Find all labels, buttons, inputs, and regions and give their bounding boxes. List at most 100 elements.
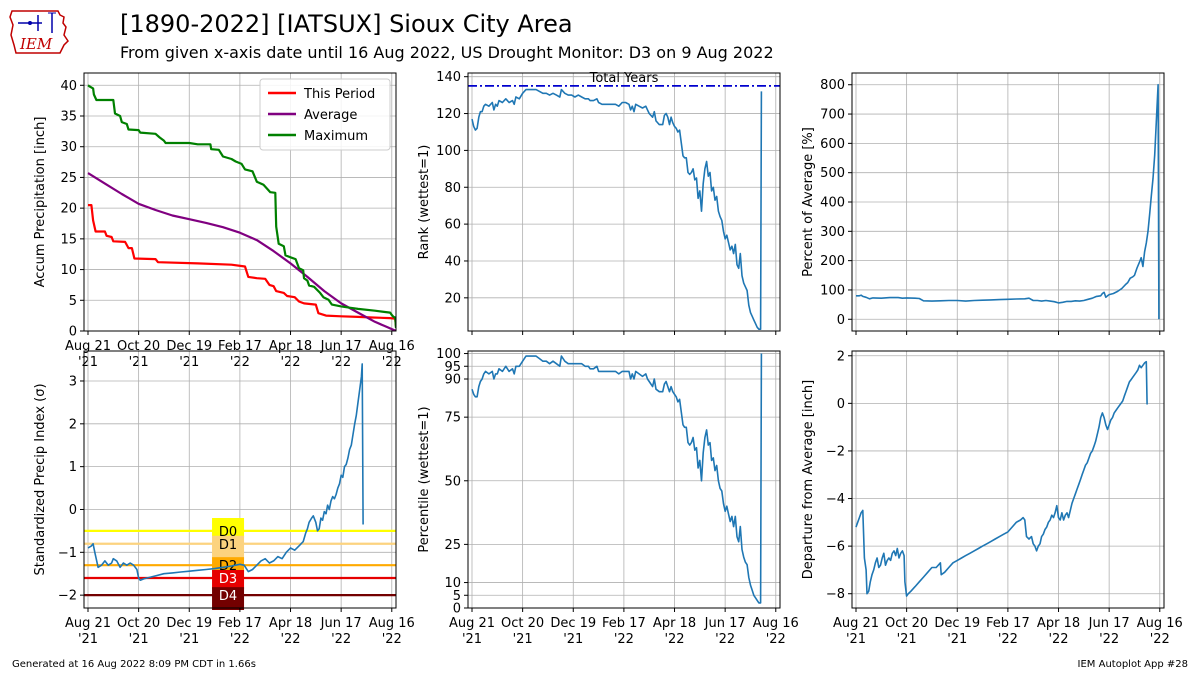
x-tick-label-year: '22	[280, 632, 300, 647]
svg-text:IEM: IEM	[19, 35, 53, 53]
x-tick-label: Aug 21	[65, 339, 111, 354]
x-tick-label: Apr 18	[269, 616, 312, 631]
series-group	[856, 83, 1160, 320]
series-line-this-period	[88, 204, 396, 327]
x-tick-label: Dec 19	[550, 616, 596, 631]
y-tick-label: 15	[60, 232, 77, 247]
y-tick-label: 60	[444, 218, 461, 233]
x-tick-label-year: '22	[230, 632, 250, 647]
x-tick-label-year: '21	[462, 632, 482, 647]
series-line-1	[856, 83, 1160, 320]
y-tick-label: −2	[58, 589, 77, 604]
x-tick-label: Oct 20	[117, 339, 160, 354]
x-tick-label: Aug 16	[369, 339, 415, 354]
total-years-annotation: Total Years	[589, 71, 659, 86]
generated-timestamp: Generated at 16 Aug 2022 8:09 PM CDT in …	[12, 659, 256, 670]
x-tick-label: Apr 18	[1037, 616, 1080, 631]
y-tick-label: 0	[453, 602, 461, 617]
legend-label: Average	[304, 108, 357, 123]
y-tick-label: 400	[820, 196, 845, 211]
x-tick-label-year: '22	[1048, 632, 1068, 647]
x-tick-label: Jun 17	[1088, 616, 1130, 631]
x-tick-label-year: '22	[664, 632, 684, 647]
x-tick-label-year: '21	[513, 632, 533, 647]
x-tick-label: Aug 16	[1137, 616, 1183, 631]
series-line-average	[87, 172, 396, 331]
drought-box-d0	[212, 518, 245, 538]
x-tick-label: Dec 19	[934, 616, 980, 631]
y-tick-label: 600	[820, 137, 845, 152]
y-tick-label: 40	[444, 254, 461, 269]
x-tick-label: Oct 20	[117, 616, 160, 631]
x-tick-label: Jun 17	[320, 339, 362, 354]
chart-panel-3: 0 100 200 300 400 500 600 700 800 Percent of Aver…	[801, 72, 1165, 335]
series-line-1	[471, 353, 763, 604]
y-tick-label: 100	[436, 347, 461, 362]
y-tick-label: 0	[69, 503, 77, 518]
legend-label: This Period	[303, 87, 375, 102]
y-tick-label: 800	[820, 78, 845, 93]
y-axis-label: Standardized Precip Index (σ)	[33, 383, 48, 575]
y-tick-label: 100	[820, 283, 845, 298]
chart-subtitle: From given x-axis date until 16 Aug 2022…	[120, 43, 774, 62]
x-tick-label-year: '22	[382, 632, 402, 647]
y-tick-label: −2	[826, 444, 845, 459]
legend: This Period Average Maximum	[259, 78, 391, 151]
y-tick-label: −8	[826, 587, 845, 602]
y-axis-label: Rank (wettest=1)	[417, 145, 432, 260]
y-tick-label: 75	[444, 411, 461, 426]
y-tick-label: 140	[436, 70, 461, 85]
x-tick-label-year: '21	[563, 632, 583, 647]
x-tick-label: Feb 17	[218, 616, 262, 631]
x-tick-label: Oct 20	[501, 616, 544, 631]
series-line-1	[87, 363, 364, 581]
x-tick-label: Aug 16	[753, 616, 799, 631]
y-tick-label: 5	[453, 589, 461, 604]
chart-panel-2: Total Years 20 40 60 80 100 120 140 Rank (wettes…	[417, 70, 781, 335]
chart-title: [1890-2022] [IATSUX] Sioux City Area	[120, 10, 573, 38]
y-axis-label: Percentile (wettest=1)	[417, 406, 432, 552]
y-tick-label: −4	[826, 492, 845, 507]
y-tick-label: −1	[58, 546, 77, 561]
drought-label-d1: D1	[219, 538, 237, 553]
x-tick-label-year: '21	[846, 632, 866, 647]
drought-label-d4: D4	[219, 589, 237, 604]
y-tick-label: 40	[60, 79, 77, 94]
y-tick-label: 0	[837, 313, 845, 328]
y-tick-label: 2	[837, 349, 845, 364]
x-tick-label: Aug 21	[65, 616, 111, 631]
y-tick-label: 35	[60, 110, 77, 125]
x-tick-label-year: '21	[78, 632, 98, 647]
y-tick-label: −6	[826, 540, 845, 555]
y-axis-label: Percent of Average [%]	[801, 127, 816, 277]
x-tick-label: Oct 20	[885, 616, 928, 631]
y-tick-label: 25	[60, 171, 77, 186]
y-tick-label: 25	[444, 538, 461, 553]
y-tick-label: 300	[820, 225, 845, 240]
x-tick-label: Apr 18	[653, 616, 696, 631]
series-group	[471, 88, 763, 330]
series-group	[87, 84, 396, 331]
x-tick-label-year: '22	[715, 632, 735, 647]
x-tick-label-year: '22	[1099, 632, 1119, 647]
y-axis-label: Accum Precipitation [inch]	[33, 117, 48, 288]
x-tick-label: Feb 17	[602, 616, 646, 631]
legend-label: Maximum	[304, 129, 368, 144]
y-tick-label: 1	[69, 460, 77, 475]
series-line-1	[855, 360, 1148, 597]
y-tick-label: 20	[444, 291, 461, 306]
drought-box-d4	[212, 587, 245, 610]
series-group	[471, 353, 763, 604]
y-tick-label: 3	[69, 374, 77, 389]
x-tick-label-year: '21	[947, 632, 967, 647]
x-tick-label-year: '22	[331, 632, 351, 647]
x-tick-label-year: '21	[129, 632, 149, 647]
y-tick-label: 200	[820, 254, 845, 269]
x-tick-label-year: '22	[766, 632, 786, 647]
y-tick-label: 50	[444, 474, 461, 489]
y-tick-label: 2	[69, 417, 77, 432]
